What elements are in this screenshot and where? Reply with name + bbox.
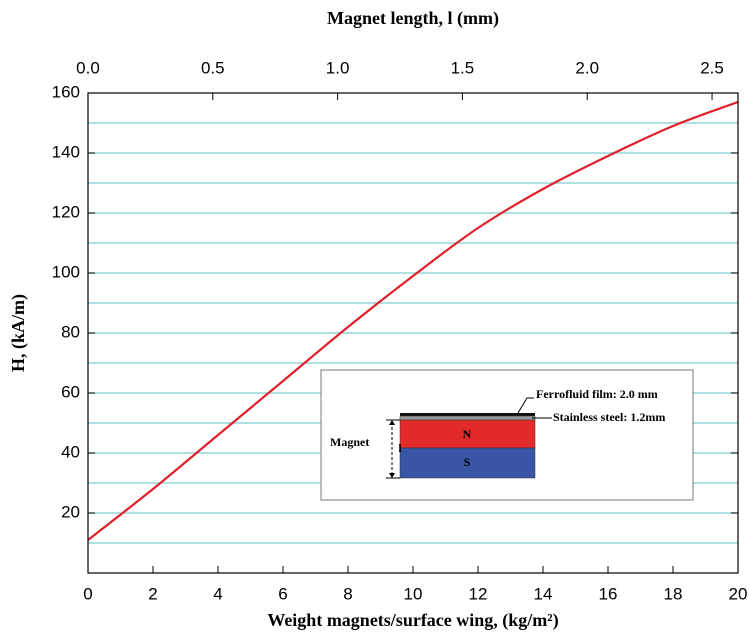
steel-layer xyxy=(399,415,536,421)
x-tick-label: 6 xyxy=(278,584,287,603)
data-line xyxy=(87,100,739,541)
x2-tick-label: 0.0 xyxy=(76,58,100,77)
x2-tick-label: 1.5 xyxy=(451,58,475,77)
y-tick-label: 60 xyxy=(61,382,80,401)
y-tick-label: 20 xyxy=(61,502,80,521)
inset: Ferrofluid film: 2.0 mm Stainless steel:… xyxy=(320,369,694,501)
x2-tick-label: 1.0 xyxy=(326,58,350,77)
x2-axis-title: Magnet length, l (mm) xyxy=(327,8,499,29)
x-tick-label: 4 xyxy=(213,584,222,603)
x2-tick-label: 0.5 xyxy=(201,58,225,77)
y-tick-label: 120 xyxy=(52,202,80,221)
x-tick-label: 10 xyxy=(404,584,423,603)
y-axis-title: H, (kA/m) xyxy=(8,294,29,372)
y-tick-label: 140 xyxy=(52,142,80,161)
x-tick-label: 12 xyxy=(469,584,488,603)
plot xyxy=(87,100,739,541)
magnet-label: Magnet xyxy=(330,435,369,449)
north-label: N xyxy=(463,427,472,441)
length-label: l xyxy=(398,441,402,455)
x2-tick-label: 2.5 xyxy=(700,58,724,77)
x-tick-label: 8 xyxy=(343,584,352,603)
x-tick-label: 2 xyxy=(148,584,157,603)
x2-tick-label: 2.0 xyxy=(575,58,599,77)
y-tick-label: 40 xyxy=(61,442,80,461)
x-axis-title: Weight magnets/surface wing, (kg/m²) xyxy=(267,610,558,631)
leader xyxy=(517,397,534,414)
y-tick-label: 160 xyxy=(52,82,80,101)
film-label: Ferrofluid film: 2.0 mm xyxy=(536,387,658,401)
south-pole xyxy=(399,447,536,479)
x-tick-label: 14 xyxy=(534,584,553,603)
y-tick-label: 80 xyxy=(61,322,80,341)
north-pole xyxy=(399,419,536,449)
y-tick-label: 100 xyxy=(52,262,80,281)
x-tick-label: 18 xyxy=(664,584,683,603)
steel-label: Stainless steel: 1.2mm xyxy=(553,410,665,424)
x-tick-label: 16 xyxy=(599,584,618,603)
film-layer xyxy=(400,413,535,416)
south-label: S xyxy=(464,455,471,469)
x-tick-label: 20 xyxy=(729,584,748,603)
x-tick-label: 0 xyxy=(83,584,92,603)
